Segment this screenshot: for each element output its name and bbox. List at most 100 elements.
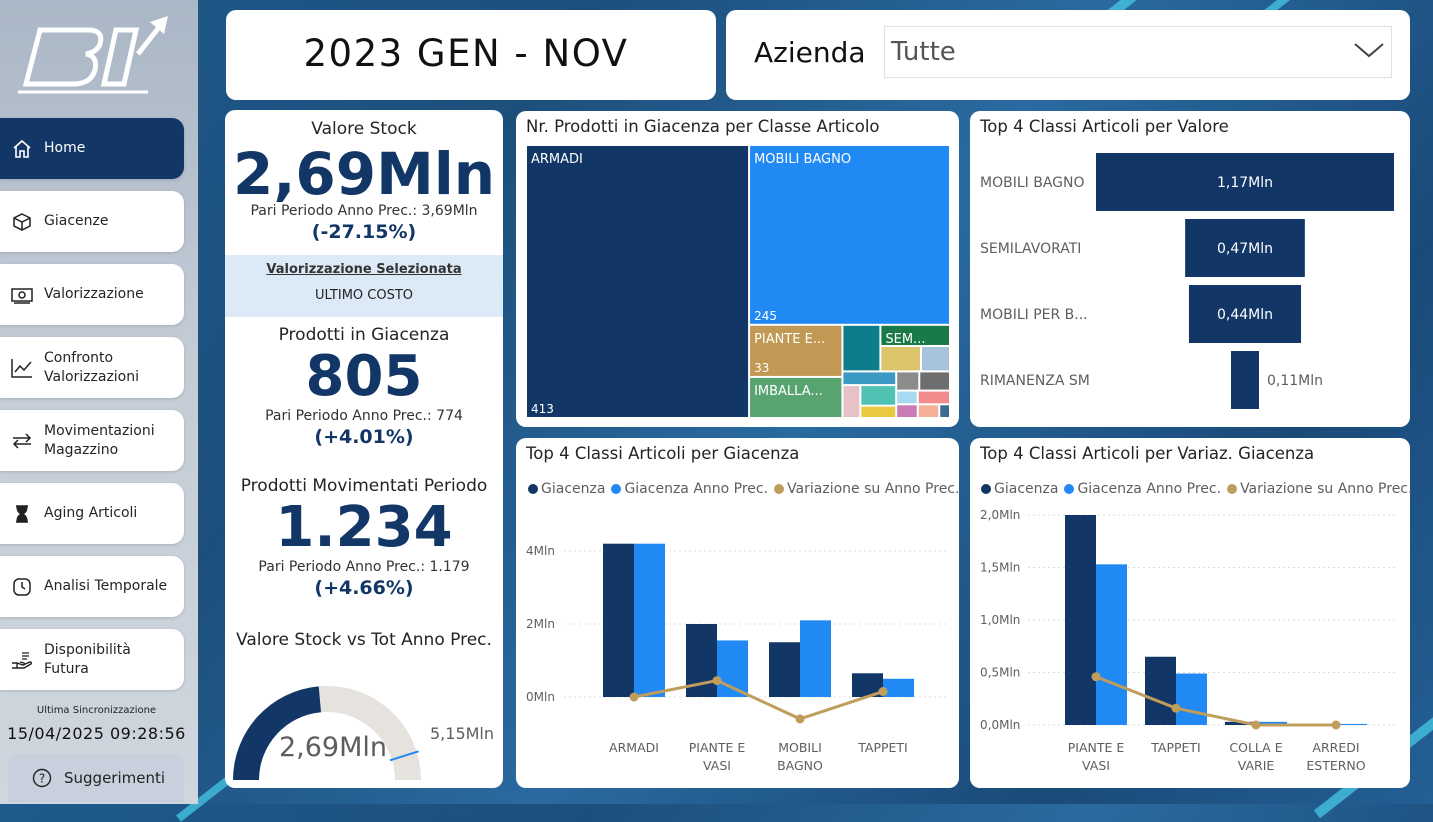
bi-logo bbox=[18, 16, 168, 94]
products-pct: (+4.01%) bbox=[314, 426, 414, 448]
treemap-tile-label: PIANTE E... bbox=[754, 332, 825, 347]
suggestions-label: Suggerimenti bbox=[64, 769, 166, 787]
sidebar-item-label: Confronto Valorizzazioni bbox=[44, 349, 140, 385]
value-bar-category: RIMANENZA SM bbox=[980, 373, 1090, 389]
y-tick-label: 4Mln bbox=[526, 544, 555, 558]
sync-timestamp: 15/04/2025 09:28:56 bbox=[7, 724, 186, 743]
treemap-tile-label: MOBILI BAGNO bbox=[754, 152, 851, 167]
sidebar-item-confronto[interactable]: Confronto Valorizzazioni bbox=[0, 337, 184, 398]
valuation-value: ULTIMO COSTO bbox=[314, 288, 414, 303]
variazione-chart-title: Top 4 Classi Articoli per Variaz. Giacen… bbox=[980, 444, 1315, 463]
question-icon: ? bbox=[32, 768, 52, 788]
products-prev: Pari Periodo Anno Prec.: 774 bbox=[265, 408, 463, 424]
stock-title: Valore Stock bbox=[311, 119, 417, 139]
moved-value: 1.234 bbox=[275, 495, 453, 560]
valuation-panel: Valorizzazione Selezionata ULTIMO COSTO bbox=[225, 255, 503, 317]
bar bbox=[1096, 564, 1127, 725]
x-tick-label: TAPPETI bbox=[857, 740, 908, 755]
sidebar-item-label: Disponibilità Futura bbox=[44, 641, 131, 677]
value-bar bbox=[1188, 285, 1302, 343]
sidebar-item-home[interactable]: Home bbox=[0, 118, 184, 179]
money-icon bbox=[11, 284, 33, 306]
giacenza-chart-title: Top 4 Classi Articoli per Giacenza bbox=[526, 444, 800, 463]
treemap-tile bbox=[897, 405, 917, 417]
variation-point bbox=[795, 714, 805, 724]
gauge-title: Valore Stock vs Tot Anno Prec. bbox=[236, 630, 492, 650]
x-tick-label: VARIE bbox=[1238, 758, 1275, 773]
treemap-tile bbox=[750, 146, 949, 324]
x-tick-label: ESTERNO bbox=[1306, 758, 1365, 773]
hourglass-icon bbox=[11, 503, 33, 525]
y-tick-label: 2Mln bbox=[526, 617, 555, 631]
treemap-tile bbox=[897, 372, 919, 390]
value-bar bbox=[1230, 351, 1260, 409]
treemap-tile bbox=[750, 377, 842, 417]
sidebar-item-label: Aging Articoli bbox=[44, 505, 138, 521]
x-tick-label: PIANTE E bbox=[1068, 740, 1125, 755]
value-bar-chart: MOBILI BAGNO 1,17Mln SEMILAVORATI 0,47Mln MO… bbox=[980, 153, 1394, 409]
x-tick-label: VASI bbox=[703, 758, 731, 773]
sidebar: Home Giacenze Valorizzazione Confronto V… bbox=[0, 0, 198, 804]
moved-title: Prodotti Movimentati Periodo bbox=[240, 476, 488, 496]
variazione-legend: Giacenza Giacenza Anno Prec. Variazione … bbox=[981, 481, 1412, 497]
period-title: 2023 GEN - NOV bbox=[303, 32, 629, 75]
sidebar-item-label: Home bbox=[44, 140, 86, 156]
treemap-card: Nr. Prodotti in Giacenza per Classe Arti… bbox=[516, 111, 959, 427]
stock-prev: Pari Periodo Anno Prec.: 3,69Mln bbox=[250, 203, 478, 219]
variazione-chart-card: Top 4 Classi Articoli per Variaz. Giacen… bbox=[970, 438, 1412, 788]
treemap-tile bbox=[897, 391, 917, 404]
treemap-tile bbox=[861, 386, 896, 405]
sidebar-item-analisi[interactable]: Analisi Temporale bbox=[0, 556, 184, 617]
company-label: Azienda bbox=[754, 36, 866, 69]
line-chart-icon bbox=[11, 357, 33, 379]
company-dropdown[interactable]: Tutte bbox=[884, 26, 1392, 78]
suggestions-button[interactable]: ? Suggerimenti bbox=[8, 754, 184, 802]
treemap-tile bbox=[918, 405, 939, 417]
treemap-tile bbox=[861, 406, 896, 417]
sidebar-item-movimentazioni[interactable]: Movimentazioni Magazzino bbox=[0, 410, 184, 471]
x-tick-label: MOBILI bbox=[778, 740, 822, 755]
bar bbox=[800, 620, 831, 697]
treemap-chart: ARMADI 413 MOBILI BAGNO 245 PIANTE E... 33 IMB… bbox=[527, 146, 949, 417]
legend-item: Giacenza bbox=[981, 481, 1058, 497]
treemap-tile bbox=[918, 391, 949, 404]
sidebar-item-giacenze[interactable]: Giacenze bbox=[0, 191, 184, 252]
value-chart-title: Top 4 Classi Articoli per Valore bbox=[980, 117, 1229, 136]
value-bar-label: 0,47Mln bbox=[1217, 241, 1273, 257]
treemap-tile bbox=[843, 372, 896, 385]
gauge-value: 2,69Mln bbox=[278, 732, 388, 763]
sidebar-item-label: Giacenze bbox=[44, 213, 109, 229]
bar bbox=[1225, 721, 1256, 725]
y-tick-label: 1,0Mln bbox=[980, 613, 1020, 627]
valuation-title: Valorizzazione Selezionata bbox=[266, 262, 462, 277]
sidebar-item-aging[interactable]: Aging Articoli bbox=[0, 483, 184, 544]
period-card: 2023 GEN - NOV bbox=[226, 10, 716, 100]
treemap-tile bbox=[843, 325, 880, 371]
sync-label: Ultima Sincronizzazione bbox=[36, 705, 157, 716]
treemap-tile bbox=[527, 146, 749, 417]
value-bar-category: SEMILAVORATI bbox=[980, 241, 1081, 257]
bar bbox=[883, 678, 914, 697]
treemap-tile bbox=[881, 325, 949, 345]
products-title: Prodotti in Giacenza bbox=[278, 325, 450, 345]
x-tick-label: TAPPETI bbox=[1150, 740, 1201, 755]
home-icon bbox=[11, 138, 33, 160]
value-bar bbox=[1096, 153, 1394, 211]
y-tick-label: 2,0Mln bbox=[980, 508, 1020, 522]
variation-point bbox=[712, 676, 722, 686]
value-bar-label: 0,44Mln bbox=[1217, 307, 1273, 323]
value-bar-label: 1,17Mln bbox=[1217, 175, 1273, 191]
value-chart-card: Top 4 Classi Articoli per Valore MOBILI … bbox=[970, 111, 1410, 427]
moved-pct: (+4.66%) bbox=[314, 577, 414, 599]
sidebar-item-valorizzazione[interactable]: Valorizzazione bbox=[0, 264, 184, 325]
x-tick-label: VASI bbox=[1082, 758, 1110, 773]
y-tick-label: 1,5Mln bbox=[980, 561, 1020, 575]
variation-point bbox=[629, 692, 639, 702]
products-value: 805 bbox=[305, 344, 423, 409]
treemap-tile-label: IMBALLA... bbox=[754, 384, 823, 399]
variation-point bbox=[1331, 720, 1341, 730]
gauge-target-label: 5,15Mln bbox=[430, 724, 495, 743]
treemap-tile bbox=[920, 372, 949, 390]
legend-item: Giacenza bbox=[528, 481, 605, 497]
sidebar-item-disponibilita[interactable]: Disponibilità Futura bbox=[0, 629, 184, 690]
